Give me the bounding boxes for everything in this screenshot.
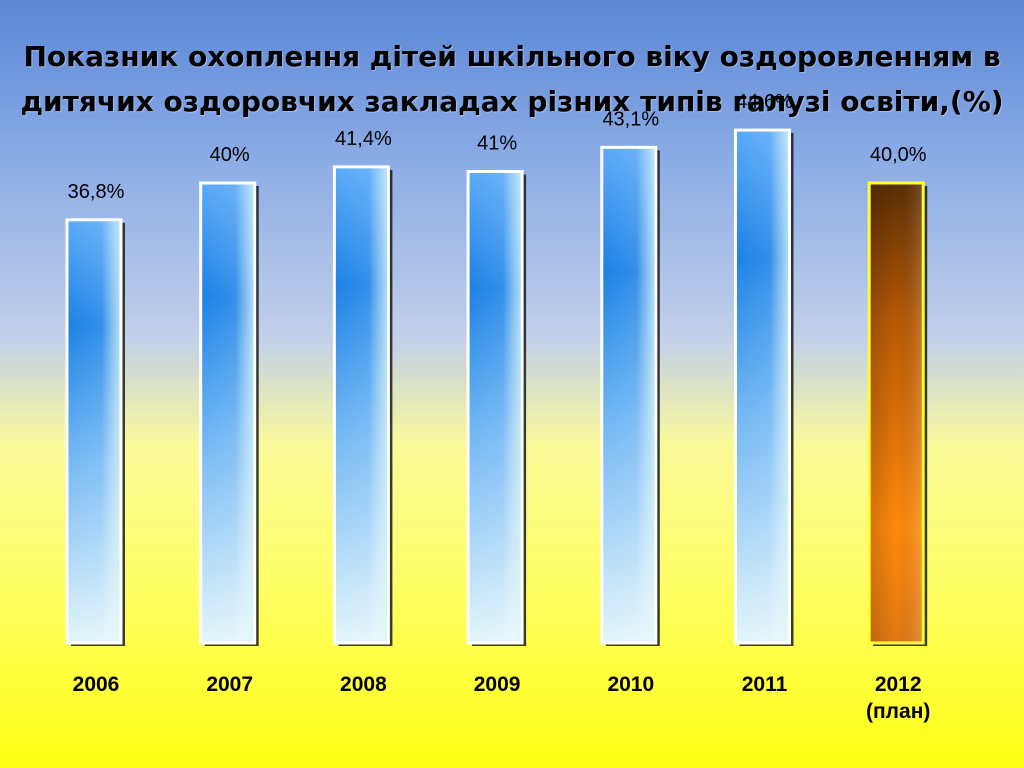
category-label: 2012 [875, 673, 922, 696]
chart-title-line-1: Показник охоплення дітей шкільного віку … [23, 40, 1001, 73]
value-label: 43,1% [602, 108, 659, 130]
bar-sheen [603, 148, 655, 642]
value-label: 41% [477, 133, 517, 155]
bar-group: 40% 2007 [199, 144, 259, 696]
category-label: 2006 [73, 673, 120, 696]
value-label: 44,6% [736, 91, 793, 113]
bar-sheen [870, 184, 922, 642]
bar-sheen [737, 131, 788, 642]
value-label: 40,0% [870, 144, 927, 166]
bar-sheen [68, 221, 120, 642]
category-label: (план) [866, 700, 930, 723]
bar-sheen [469, 173, 521, 642]
bar-sheen [335, 168, 387, 642]
bar-group: 36,8% 2006 [65, 181, 125, 696]
chart-title-line-2: дитячих оздоровчих закладах різних типів… [20, 85, 1004, 118]
bar-sheen [202, 184, 254, 642]
category-label: 2011 [742, 673, 788, 696]
value-label: 41,4% [335, 128, 392, 150]
value-label: 40% [210, 144, 250, 166]
bar-group: 41% 2009 [466, 133, 527, 696]
category-label: 2008 [340, 673, 387, 696]
value-label: 36,8% [68, 181, 125, 203]
bar-group: 41,4% 2008 [332, 128, 393, 696]
category-label: 2009 [474, 673, 521, 696]
chart-title: Показник охоплення дітей шкільного віку … [0, 34, 1024, 124]
bar-group: 44,6% 2011 [734, 91, 794, 696]
category-label: 2007 [206, 673, 253, 696]
bar-group: 43,1% 2010 [600, 108, 660, 696]
bar-plan-group: 40,0% 2012 (план) [866, 144, 930, 723]
category-label: 2010 [607, 673, 654, 696]
